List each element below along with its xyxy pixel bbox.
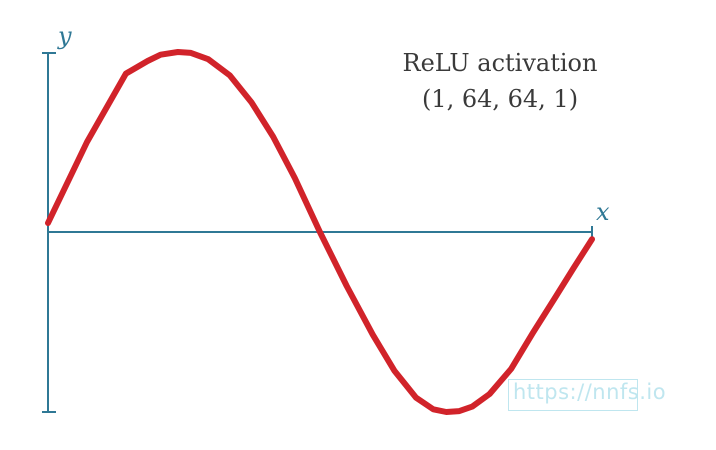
series-line: [45, 49, 595, 415]
chart-subtitle: (1, 64, 64, 1): [422, 85, 578, 113]
x-axis-label: x: [596, 198, 610, 226]
watermark-box: [508, 379, 638, 411]
chart-title: ReLU activation: [403, 49, 598, 77]
y-axis-label: y: [57, 22, 72, 50]
watermark-text: https://nnfs.io: [513, 380, 667, 404]
